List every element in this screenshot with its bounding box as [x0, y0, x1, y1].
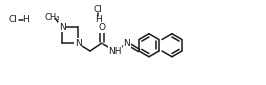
- Text: O: O: [98, 23, 106, 32]
- Text: N: N: [124, 39, 130, 48]
- Text: H: H: [95, 15, 101, 23]
- Text: Cl: Cl: [94, 6, 102, 15]
- Text: N: N: [75, 39, 81, 48]
- Text: H: H: [22, 15, 29, 24]
- Text: Cl: Cl: [9, 15, 18, 24]
- Text: NH: NH: [108, 46, 122, 56]
- Text: CH₃: CH₃: [44, 12, 60, 22]
- Text: N: N: [59, 23, 65, 32]
